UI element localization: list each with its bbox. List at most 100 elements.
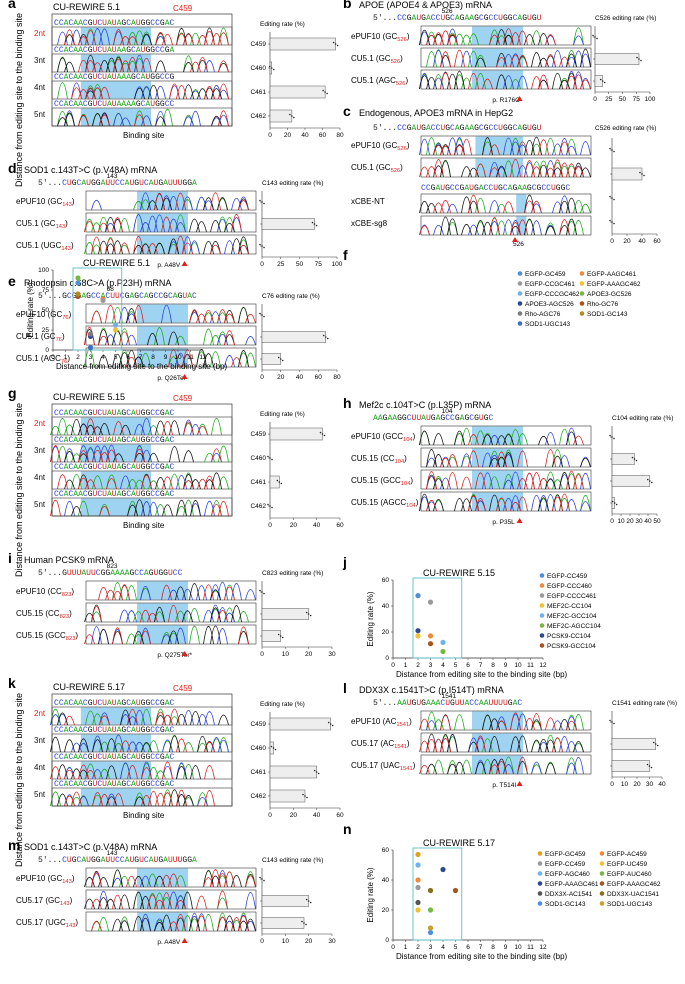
legend-marker <box>537 871 543 876</box>
reference-sequence: 5′...GCGGAGCCACUUCGAGCAGCCGCAGUAC <box>38 292 197 301</box>
bar-tick: 20 <box>290 522 298 529</box>
mutation-arrow-icon <box>181 261 188 266</box>
chromatogram <box>84 624 257 645</box>
bar-point <box>609 219 611 222</box>
bar-point <box>613 437 615 440</box>
legend-entry: APOE3-AGC526 <box>525 301 574 308</box>
bar-point <box>278 481 281 483</box>
legend-marker <box>517 311 523 316</box>
bar-point <box>609 195 611 198</box>
mutation-label: p. R176C <box>492 97 520 104</box>
bar-tick: 20 <box>284 132 292 139</box>
bar-chart: C459 C460 C461 C462 0 20 40 60 <box>250 422 344 529</box>
x-tick: 4 <box>101 354 105 361</box>
legend-marker <box>517 291 523 296</box>
bar-point <box>631 456 634 459</box>
bar-point <box>279 635 282 637</box>
data-point <box>427 633 434 639</box>
row-label: 2nt <box>34 709 46 718</box>
bar-point <box>268 65 271 68</box>
chromatogram <box>85 190 257 211</box>
bar-point <box>324 91 326 93</box>
bar-tick: 60 <box>319 132 327 139</box>
bar-point <box>327 721 330 724</box>
chromatogram <box>50 733 233 753</box>
bar-point <box>263 246 265 249</box>
y-label: Editing rate (%) <box>366 591 375 646</box>
bar-label: C460 <box>250 65 266 72</box>
target-label: C459 <box>173 684 193 693</box>
bar-point <box>609 434 611 437</box>
bar-point <box>332 41 335 44</box>
chromatogram <box>84 867 257 888</box>
legend-entry: Rho-GC76 <box>587 301 618 308</box>
bar-label: C462 <box>250 503 266 510</box>
row-label: 5nt <box>34 790 46 799</box>
bar <box>594 53 640 65</box>
bar-point <box>267 455 269 458</box>
legend-entry: EGFP-AUC460 <box>607 871 652 878</box>
bar-point <box>643 174 645 177</box>
y-label: Distance from editing site to the bindin… <box>14 13 24 187</box>
data-point <box>415 628 421 634</box>
legend-marker <box>537 881 543 886</box>
bar-point <box>267 503 269 506</box>
mutation-arrow-icon <box>516 96 523 101</box>
panel-title: CU-REWIRE 5.17 <box>53 682 125 692</box>
legend-marker <box>517 271 523 276</box>
x-tick: 5 <box>454 662 458 669</box>
legend-entry: EGFP-AAAGC461 <box>545 881 599 888</box>
bar-point <box>307 613 310 615</box>
x-tick: 6 <box>466 944 470 951</box>
legend-entry: SOD1-GC143 <box>587 311 628 318</box>
chromatogram <box>84 212 257 233</box>
chart-title: CU-REWIRE 5.17 <box>423 838 495 848</box>
chromatogram <box>419 157 592 178</box>
legend-entry: EGFP-AAAGC462 <box>587 281 641 288</box>
bar-tick: 80 <box>336 132 344 139</box>
panel-title: DDX3X c.1541T>C (p.I514T) mRNA <box>359 685 504 695</box>
panel-title: APOE (APOE4 & APOE3) mRNA <box>359 0 492 10</box>
bar-title: C104 editing rate (%) <box>612 415 673 422</box>
bar-label: C459 <box>250 721 266 728</box>
bar-tick: 80 <box>333 374 341 381</box>
x-tick: 11 <box>187 354 194 361</box>
legend-entry: PCSK9-CC104 <box>547 633 591 640</box>
bar-point <box>291 115 293 117</box>
bar-point <box>263 202 265 205</box>
chromatogram <box>85 580 257 601</box>
data-point <box>427 925 434 931</box>
panel-letter-k: k <box>8 675 16 691</box>
legend-marker <box>537 851 543 856</box>
bar-point <box>613 150 615 153</box>
panel-letter-m: m <box>8 837 20 853</box>
bar-point <box>302 793 304 796</box>
chromatogram <box>84 347 257 368</box>
legend-marker <box>599 881 605 886</box>
bar-point <box>647 478 649 481</box>
panel-letter-e: e <box>8 273 16 289</box>
chromatogram <box>419 425 592 446</box>
bar-point <box>326 337 329 340</box>
bar-chart: C459 C460 C461 C462 0 20 40 60 80 <box>250 32 344 139</box>
position-label: 526 <box>442 8 453 15</box>
row-label: ePUF10 (GC143) <box>16 874 75 885</box>
bar-label: C462 <box>250 793 266 800</box>
bar-tick: 20 <box>626 518 634 525</box>
bar-point <box>263 592 265 595</box>
bar-point <box>315 771 318 773</box>
legend-entry: EGFP-AAGC461 <box>587 271 637 278</box>
bar-tick: 100 <box>645 96 656 103</box>
bar-point <box>322 89 324 92</box>
x-tick: 5 <box>114 354 118 361</box>
row-label: CU5.1 (GC526) <box>351 163 403 174</box>
bar-point <box>313 223 316 225</box>
legend-marker <box>599 871 605 876</box>
bar-point <box>279 358 282 360</box>
bar-tick: 0 <box>610 238 614 245</box>
target-label: C459 <box>173 394 193 403</box>
legend-marker <box>517 301 523 306</box>
legend-marker <box>517 321 523 326</box>
chromatogram <box>419 491 592 512</box>
row-sequence: CCACAACGUCUAUAGCAUGGCCGAC <box>54 780 175 789</box>
